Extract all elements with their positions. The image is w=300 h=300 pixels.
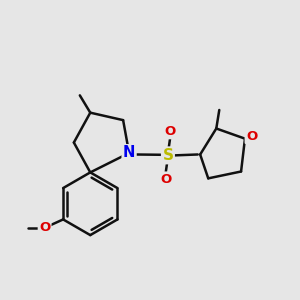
Text: O: O bbox=[160, 173, 171, 186]
Text: N: N bbox=[123, 146, 135, 160]
Text: O: O bbox=[39, 221, 50, 234]
Text: O: O bbox=[165, 125, 176, 138]
Text: S: S bbox=[162, 148, 173, 163]
Text: O: O bbox=[246, 130, 257, 143]
